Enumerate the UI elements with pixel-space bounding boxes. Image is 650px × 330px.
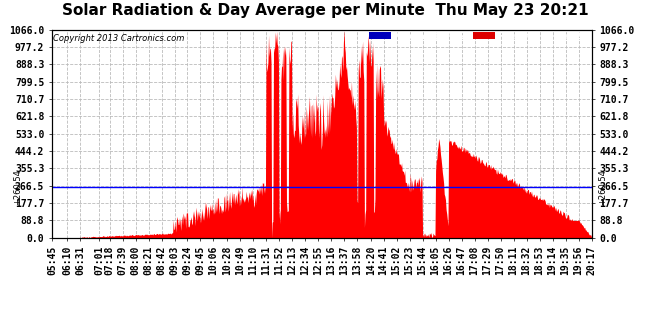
Text: +260.54: +260.54 [599, 169, 608, 205]
Text: +260.54: +260.54 [13, 169, 22, 205]
Text: Copyright 2013 Cartronics.com: Copyright 2013 Cartronics.com [53, 34, 185, 43]
Text: Solar Radiation & Day Average per Minute  Thu May 23 20:21: Solar Radiation & Day Average per Minute… [62, 3, 588, 18]
Legend: Median (w/m2), Radiation (w/m2): Median (w/m2), Radiation (w/m2) [367, 30, 587, 43]
